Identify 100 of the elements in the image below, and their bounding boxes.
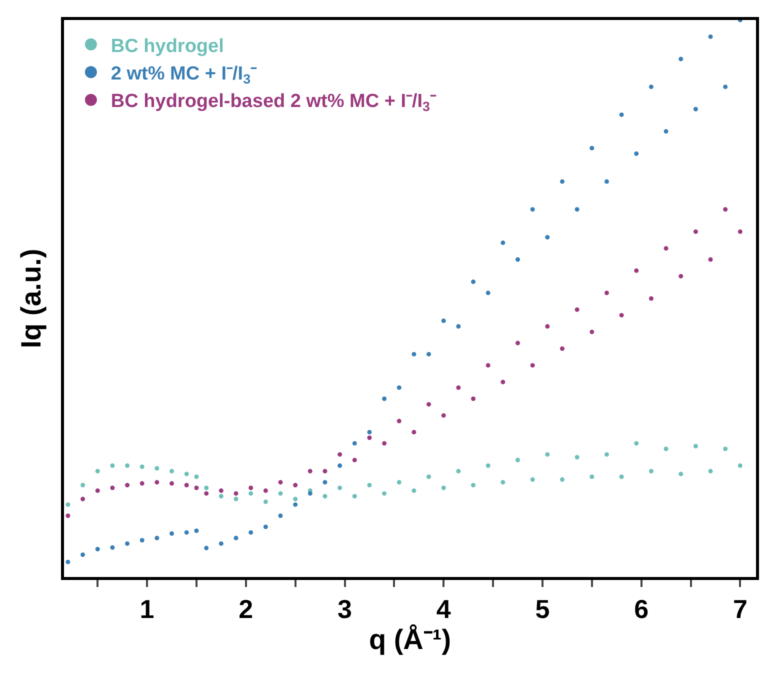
- point: [110, 545, 115, 550]
- point: [66, 502, 70, 507]
- point: [486, 363, 490, 368]
- point: [664, 446, 668, 452]
- point: [322, 480, 328, 485]
- point: [248, 530, 254, 535]
- point: [516, 257, 520, 262]
- legend-label: 2 wt% MC + I⁻/I$_{3}$⁻: [110, 64, 258, 87]
- point: [590, 474, 594, 479]
- point: [693, 444, 698, 448]
- point: [500, 240, 506, 246]
- x-tick-label: 2: [238, 594, 254, 624]
- x-tick-label: 3: [338, 594, 352, 624]
- point: [738, 463, 742, 468]
- point: [471, 280, 476, 284]
- point: [516, 340, 520, 346]
- x-tick-label: 5: [535, 594, 550, 624]
- point: [194, 474, 199, 479]
- point: [154, 536, 160, 540]
- point: [352, 441, 357, 446]
- point: [648, 296, 654, 301]
- x-tick-label: 1: [140, 594, 154, 624]
- legend-label: BC hydrogel-based 2 wt% MC + I⁻/I$_{3}$⁻: [110, 91, 437, 114]
- x-axis-title: q (Å⁻¹): [368, 624, 452, 656]
- point: [604, 452, 609, 457]
- point: [322, 468, 328, 474]
- point: [456, 385, 461, 390]
- legend-label: BC hydrogel: [110, 36, 224, 57]
- point: [234, 491, 238, 496]
- point: [140, 464, 144, 469]
- point: [412, 488, 416, 493]
- point: [723, 207, 728, 212]
- point: [530, 477, 535, 482]
- point: [248, 491, 254, 496]
- point: [574, 207, 580, 212]
- point: [412, 352, 416, 356]
- point: [634, 268, 639, 273]
- x-tick-label: 6: [634, 594, 649, 624]
- point: [194, 528, 199, 534]
- point: [530, 207, 535, 212]
- point: [234, 536, 238, 540]
- point: [95, 488, 100, 493]
- point: [367, 430, 372, 434]
- point: [184, 530, 189, 535]
- point: [338, 463, 342, 468]
- point: [218, 488, 224, 493]
- point: [293, 496, 298, 502]
- point: [80, 552, 86, 557]
- point: [441, 486, 446, 490]
- point: [574, 307, 580, 312]
- point: [204, 486, 209, 490]
- point: [441, 318, 446, 324]
- point: [678, 56, 684, 62]
- point: [426, 474, 432, 479]
- point: [708, 257, 713, 262]
- point: [154, 466, 160, 471]
- point: [170, 531, 174, 536]
- point: [293, 482, 298, 488]
- point: [308, 491, 312, 496]
- point: [66, 513, 70, 518]
- point: [125, 541, 130, 546]
- point: [184, 482, 189, 488]
- point: [293, 502, 298, 507]
- point: [604, 290, 609, 296]
- point: [382, 396, 387, 402]
- point: [456, 468, 461, 474]
- point: [604, 179, 609, 184]
- point: [590, 330, 594, 334]
- point: [234, 496, 238, 502]
- point: [693, 229, 698, 234]
- point: [708, 468, 713, 474]
- point: [664, 246, 668, 251]
- x-tick-label: 7: [732, 594, 748, 624]
- point: [95, 468, 100, 474]
- point: [170, 481, 174, 486]
- point: [66, 560, 70, 564]
- point: [367, 482, 372, 488]
- point: [545, 234, 550, 240]
- point: [263, 500, 268, 504]
- point: [396, 385, 402, 390]
- point: [678, 274, 684, 278]
- point: [396, 418, 402, 424]
- point: [382, 441, 387, 446]
- point: [560, 179, 564, 184]
- point: [590, 146, 594, 150]
- point: [723, 84, 728, 90]
- point: [338, 486, 342, 490]
- point: [723, 446, 728, 452]
- point: [664, 129, 668, 134]
- x-tick-label: 4: [436, 594, 452, 624]
- point: [426, 402, 432, 407]
- point: [574, 455, 580, 460]
- point: [204, 491, 209, 496]
- point: [678, 472, 684, 476]
- point: [95, 546, 100, 552]
- point: [471, 482, 476, 488]
- point: [352, 458, 357, 462]
- point: [648, 84, 654, 90]
- point: [80, 482, 86, 488]
- point: [530, 363, 535, 368]
